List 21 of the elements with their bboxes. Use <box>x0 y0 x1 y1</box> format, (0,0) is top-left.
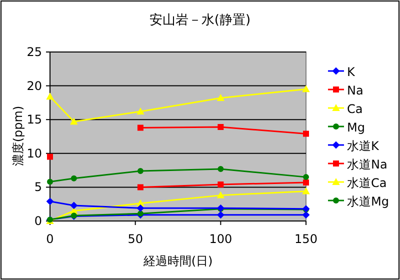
x-axis-title: 経過時間(日) <box>142 254 213 268</box>
y-tick-label: 5 <box>34 180 42 194</box>
x-tick-label: 150 <box>294 232 318 246</box>
legend-label: 水道Ca <box>347 176 387 190</box>
legend-label: 水道Mg <box>347 194 389 208</box>
y-axis-title: 濃度(ppm) <box>11 106 25 166</box>
legend-label: Mg <box>347 120 365 134</box>
y-tick-label: 15 <box>26 112 42 127</box>
y-tick-label: 25 <box>26 45 42 59</box>
chart-title: 安山岩－水(静置) <box>149 12 251 28</box>
legend-label: Ca <box>347 102 363 116</box>
legend-label: K <box>347 65 356 79</box>
legend-label: Na <box>347 84 364 98</box>
y-tick-label: 20 <box>26 78 42 93</box>
legend-label: 水道Na <box>347 158 388 172</box>
legend-label: 水道K <box>347 139 380 153</box>
x-tick-label: 50 <box>128 232 143 246</box>
y-tick-label: 10 <box>26 146 42 160</box>
x-tick-label: 0 <box>46 232 54 246</box>
x-tick-label: 100 <box>209 232 232 246</box>
y-tick-label: 0 <box>34 214 42 228</box>
